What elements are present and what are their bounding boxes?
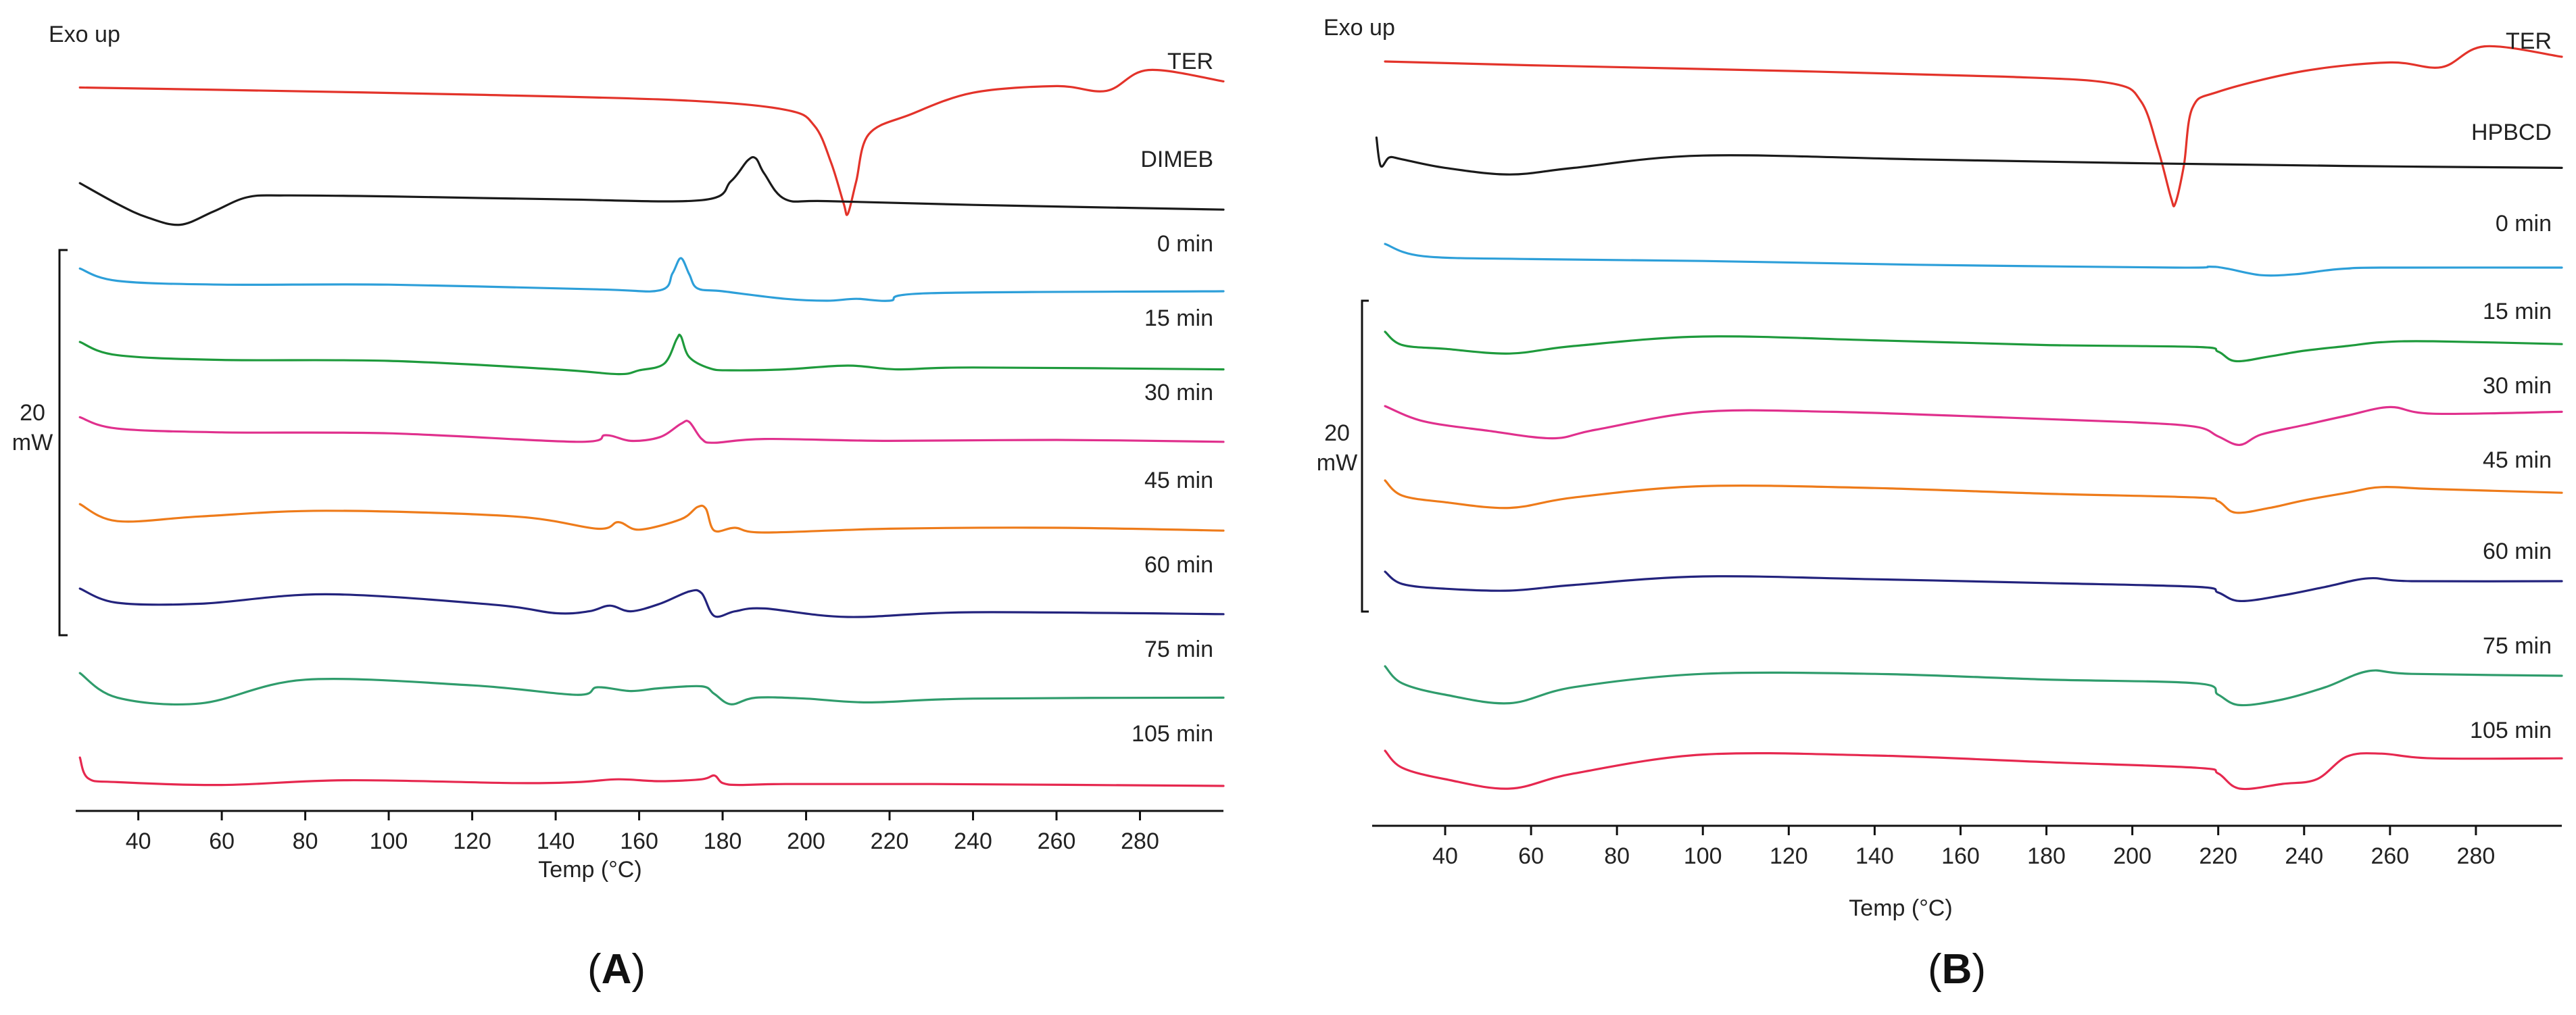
panel-a-scale-value: 20 xyxy=(20,400,45,426)
panel-b-series-label-60-min: 60 min xyxy=(2483,539,2552,564)
panel-b-scale-unit: mW xyxy=(1317,450,1357,476)
panel-a: Exo up 20 mW TER DIMEB 0 min 15 min 30 min 45… xyxy=(12,22,1225,993)
panel-b-exo-label: Exo up xyxy=(1323,15,1395,41)
panel-a-series-line-75-min xyxy=(78,672,1225,705)
panel-a-series-label-45-min: 45 min xyxy=(1144,468,1213,493)
panel-a-series-label-15-min: 15 min xyxy=(1144,305,1213,331)
panel-a-x-tick-label-40: 40 xyxy=(126,828,151,854)
panel-a-series-label-60-min: 60 min xyxy=(1144,552,1213,578)
panel-a-series-line-30-min xyxy=(78,416,1225,444)
panel-b-x-tick-label-140: 140 xyxy=(1855,843,1894,869)
panel-b-series-label-105-min: 105 min xyxy=(2470,718,2552,743)
panel-a-x-tick-label-60: 60 xyxy=(209,828,235,854)
panel-b-series-line-75-min xyxy=(1384,665,2563,707)
panel-a-x-axis: 40 60 80 100 120 140 160 180 200 220 240 260 280 Tem… xyxy=(76,810,1223,883)
panel-a-x-tick-label-180: 180 xyxy=(704,828,742,854)
panel-a-scale-bar: 20 mW xyxy=(12,249,68,637)
panel-a-x-tick-label-280: 280 xyxy=(1121,828,1159,854)
panel-a-series-line-60-min xyxy=(78,587,1225,618)
panel-a-series-label-dimeb: DIMEB xyxy=(1140,147,1213,172)
panel-b-series-line-105-min xyxy=(1384,749,2563,791)
panel-b-x-tick-label-40: 40 xyxy=(1432,843,1458,869)
panel-a-letter: A xyxy=(602,946,632,993)
panel-b-x-tick-label-280: 280 xyxy=(2457,843,2496,869)
panel-a-series-line-ter xyxy=(78,68,1225,216)
panel-a-x-tick-label-80: 80 xyxy=(293,828,318,854)
panel-b-letter: B xyxy=(1942,946,1972,993)
panel-b-x-tick-label-260: 260 xyxy=(2371,843,2409,869)
panel-a-series-label-ter: TER xyxy=(1167,49,1213,74)
panel-a-series-line-15-min xyxy=(78,333,1225,376)
panel-b-scale-value: 20 xyxy=(1324,420,1350,446)
panel-b: Exo up 20 mW TER HPBCD 0 min 15 min 30 min 45… xyxy=(1317,15,2563,993)
panel-a-series-line-105-min xyxy=(78,756,1225,787)
panel-b-series-label-75-min: 75 min xyxy=(2483,633,2552,659)
panel-a-x-tick-label-260: 260 xyxy=(1038,828,1076,854)
panel-a-series-label-75-min: 75 min xyxy=(1144,637,1213,662)
panel-a-exo-label: Exo up xyxy=(49,22,120,47)
panel-b-x-tick-label-200: 200 xyxy=(2113,843,2152,869)
panel-a-x-axis-label: Temp (°C) xyxy=(538,857,641,883)
panel-b-scale-bracket xyxy=(1361,299,1369,613)
panel-a-series: TER DIMEB 0 min 15 min 30 min 45 min 60 min 75 … xyxy=(78,49,1225,787)
panel-b-label: (B) xyxy=(1928,946,1986,993)
panel-b-x-axis: 40 60 80 100 120 140 160 180 200 220 240 260 280 Tem… xyxy=(1372,824,2562,921)
panel-a-x-tick-label-240: 240 xyxy=(954,828,992,854)
panel-b-series-label-0-min: 0 min xyxy=(2496,211,2552,237)
panel-a-scale-bracket xyxy=(58,249,68,637)
panel-b-series-line-30-min xyxy=(1384,405,2563,446)
panel-b-series-label-30-min: 30 min xyxy=(2483,373,2552,399)
panel-a-series-line-0-min xyxy=(78,257,1225,302)
panel-b-x-ticks: 40 60 80 100 120 140 160 180 200 220 240 260 280 xyxy=(1432,826,2495,869)
panel-a-x-tick-label-200: 200 xyxy=(787,828,825,854)
panel-b-x-tick-label-220: 220 xyxy=(2199,843,2237,869)
panel-b-x-tick-label-100: 100 xyxy=(1684,843,1722,869)
panel-b-series-line-60-min xyxy=(1384,570,2563,603)
panel-b-series-line-45-min xyxy=(1384,479,2563,514)
panel-b-series: TER HPBCD 0 min 15 min 30 min 45 min 60 min 75 … xyxy=(1375,28,2563,791)
panel-a-series-label-30-min: 30 min xyxy=(1144,380,1213,405)
panel-a-x-tick-label-100: 100 xyxy=(370,828,408,854)
panel-a-x-tick-label-120: 120 xyxy=(453,828,491,854)
panel-b-x-tick-label-180: 180 xyxy=(2027,843,2066,869)
panel-b-scale-bar: 20 mW xyxy=(1317,299,1369,613)
panel-b-x-tick-label-60: 60 xyxy=(1518,843,1544,869)
panel-b-series-label-15-min: 15 min xyxy=(2483,299,2552,324)
panel-b-series-line-ter xyxy=(1384,45,2563,207)
panel-a-series-line-dimeb xyxy=(78,155,1225,226)
panel-b-series-label-ter: TER xyxy=(2506,28,2552,54)
panel-b-series-label-hpbcd: HPBCD xyxy=(2471,120,2552,145)
panel-b-x-tick-label-80: 80 xyxy=(1604,843,1630,869)
panel-a-x-ticks: 40 60 80 100 120 140 160 180 200 220 240 260 280 xyxy=(126,811,1159,854)
panel-a-series-line-45-min xyxy=(78,503,1225,534)
panel-a-x-tick-label-220: 220 xyxy=(871,828,909,854)
panel-b-series-label-45-min: 45 min xyxy=(2483,447,2552,473)
panel-a-scale-unit: mW xyxy=(12,430,53,455)
panel-a-series-label-105-min: 105 min xyxy=(1132,721,1213,747)
panel-b-x-tick-label-160: 160 xyxy=(1941,843,1980,869)
panel-a-x-tick-label-160: 160 xyxy=(620,828,658,854)
panel-a-label: (A) xyxy=(587,946,646,993)
panel-b-x-tick-label-240: 240 xyxy=(2285,843,2323,869)
panel-b-x-tick-label-120: 120 xyxy=(1770,843,1808,869)
panel-b-x-axis-label: Temp (°C) xyxy=(1849,895,1952,921)
panel-a-series-label-0-min: 0 min xyxy=(1157,231,1213,257)
panel-a-x-tick-label-140: 140 xyxy=(537,828,575,854)
panel-b-series-line-15-min xyxy=(1384,330,2563,363)
panel-b-series-line-0-min xyxy=(1384,243,2563,277)
panel-b-series-line-hpbcd xyxy=(1375,137,2563,176)
